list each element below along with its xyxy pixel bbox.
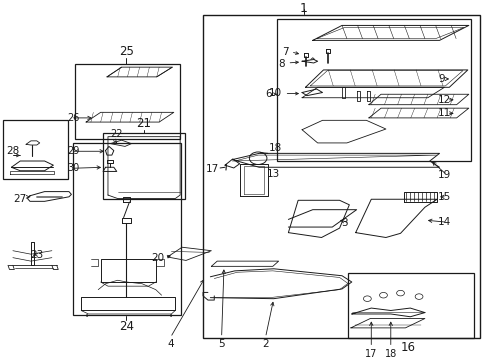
Bar <box>203 15 479 338</box>
Text: 13: 13 <box>266 169 279 179</box>
Text: 2: 2 <box>262 339 268 349</box>
Text: 24: 24 <box>119 320 134 333</box>
Text: 21: 21 <box>136 117 151 130</box>
Text: 25: 25 <box>119 45 134 58</box>
Text: 26: 26 <box>67 113 80 123</box>
Text: 18: 18 <box>268 143 282 153</box>
Text: 27: 27 <box>13 194 26 203</box>
Text: 20: 20 <box>151 253 163 264</box>
Text: 22: 22 <box>110 130 122 139</box>
Text: 17: 17 <box>205 164 219 174</box>
Bar <box>277 19 470 161</box>
Text: 8: 8 <box>278 59 285 69</box>
Text: 18: 18 <box>384 349 396 359</box>
Text: 14: 14 <box>437 217 450 227</box>
Bar <box>75 64 179 139</box>
Text: 16: 16 <box>400 341 415 354</box>
Text: 17: 17 <box>365 349 377 359</box>
Text: 10: 10 <box>268 88 282 98</box>
Text: 15: 15 <box>437 192 450 202</box>
Text: 30: 30 <box>67 163 80 173</box>
Text: 11: 11 <box>437 108 450 118</box>
Text: 29: 29 <box>67 146 80 156</box>
Text: 23: 23 <box>30 250 43 260</box>
Text: 4: 4 <box>167 339 173 349</box>
Text: 9: 9 <box>437 74 444 84</box>
Bar <box>73 143 181 315</box>
Text: 1: 1 <box>300 1 307 14</box>
Text: 7: 7 <box>281 47 288 57</box>
Bar <box>347 273 473 338</box>
Text: 3: 3 <box>340 218 347 228</box>
Bar <box>3 120 68 179</box>
Text: 6: 6 <box>264 89 271 99</box>
Text: 28: 28 <box>6 145 20 156</box>
Text: 5: 5 <box>218 339 224 349</box>
Bar <box>103 133 184 199</box>
Text: 19: 19 <box>437 170 450 180</box>
Text: 12: 12 <box>437 95 450 105</box>
